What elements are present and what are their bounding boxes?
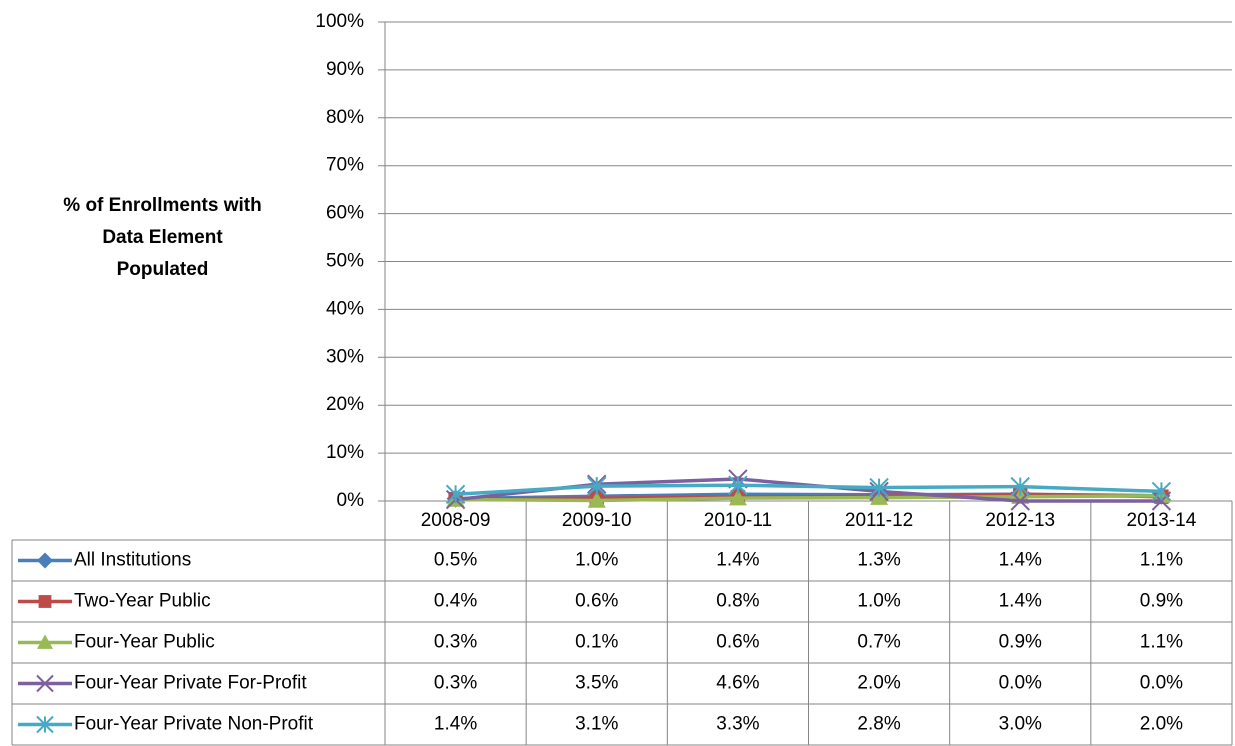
- y-tick-label: 40%: [326, 298, 364, 319]
- table-value: 3.0%: [999, 714, 1042, 735]
- x-tick-label: 2012-13: [985, 510, 1055, 531]
- table-value: 0.5%: [434, 550, 477, 571]
- table-value: 0.1%: [575, 632, 618, 653]
- y-tick-label: 30%: [326, 346, 364, 367]
- x-tick-label: 2008-09: [421, 510, 491, 531]
- table-value: 2.0%: [1140, 714, 1183, 735]
- x-tick-label: 2010-11: [704, 510, 772, 531]
- x-tick-label: 2013-14: [1127, 510, 1197, 531]
- marker: [870, 488, 889, 505]
- table-value: 0.7%: [857, 632, 900, 653]
- table-value: 1.4%: [716, 550, 759, 571]
- table-value: 2.0%: [857, 673, 900, 694]
- table-value: 0.9%: [999, 632, 1042, 653]
- table-value: 4.6%: [716, 673, 759, 694]
- table-value: 1.0%: [857, 591, 900, 612]
- y-tick-label: 60%: [326, 203, 364, 224]
- table-value: 0.4%: [434, 591, 477, 612]
- marker: [36, 674, 54, 693]
- table-value: 1.4%: [999, 550, 1042, 571]
- y-tick-label: 50%: [326, 251, 364, 272]
- y-tick-label: 100%: [315, 11, 364, 32]
- series-line: [455, 493, 1162, 503]
- marker: [37, 552, 53, 569]
- y-axis-title: % of Enrollments with Data Element Popul…: [63, 195, 262, 280]
- x-tick-label: 2009-10: [562, 510, 632, 531]
- y-tick-label: 90%: [326, 59, 364, 80]
- table-value: 3.5%: [575, 673, 618, 694]
- marker: [1151, 481, 1172, 502]
- marker: [728, 489, 747, 506]
- y-tick-label: 80%: [326, 107, 364, 128]
- series-line: [455, 483, 1162, 497]
- marker: [445, 484, 466, 505]
- marker: [587, 476, 607, 496]
- table-value: 3.3%: [716, 714, 759, 735]
- marker: [1010, 476, 1030, 497]
- table-value: 0.6%: [716, 632, 759, 653]
- marker: [1151, 491, 1172, 511]
- marker: [36, 715, 54, 734]
- marker: [37, 634, 53, 649]
- table-value: 1.4%: [434, 714, 477, 735]
- table-value: 2.8%: [857, 714, 900, 735]
- table-value: 1.1%: [1140, 632, 1183, 653]
- legend-label: Four-Year Private For-Profit: [74, 673, 307, 694]
- marker: [1010, 491, 1030, 511]
- y-tick-label: 20%: [326, 394, 364, 415]
- marker: [38, 595, 52, 608]
- table-value: 3.1%: [575, 714, 618, 735]
- marker: [869, 477, 889, 498]
- table-value: 0.8%: [716, 591, 759, 612]
- legend-label: Four-Year Private Non-Profit: [74, 714, 314, 735]
- marker: [728, 475, 748, 495]
- table-value: 0.3%: [434, 632, 477, 653]
- table-value: 1.1%: [1140, 550, 1183, 571]
- table-value: 1.4%: [999, 591, 1042, 612]
- table-value: 1.0%: [575, 550, 618, 571]
- legend-label: Two-Year Public: [74, 591, 211, 612]
- table-value: 0.6%: [575, 591, 618, 612]
- y-tick-label: 0%: [337, 490, 365, 511]
- marker: [587, 491, 606, 508]
- x-tick-label: 2011-12: [845, 510, 913, 531]
- y-tick-label: 70%: [326, 155, 364, 176]
- table-value: 0.9%: [1140, 591, 1183, 612]
- legend-label: All Institutions: [74, 550, 191, 571]
- y-tick-label: 10%: [326, 442, 364, 463]
- table-value: 0.0%: [999, 673, 1042, 694]
- legend-label: Four-Year Public: [74, 632, 215, 653]
- table-value: 0.0%: [1140, 673, 1183, 694]
- table-value: 0.3%: [434, 673, 477, 694]
- table-value: 1.3%: [857, 550, 900, 571]
